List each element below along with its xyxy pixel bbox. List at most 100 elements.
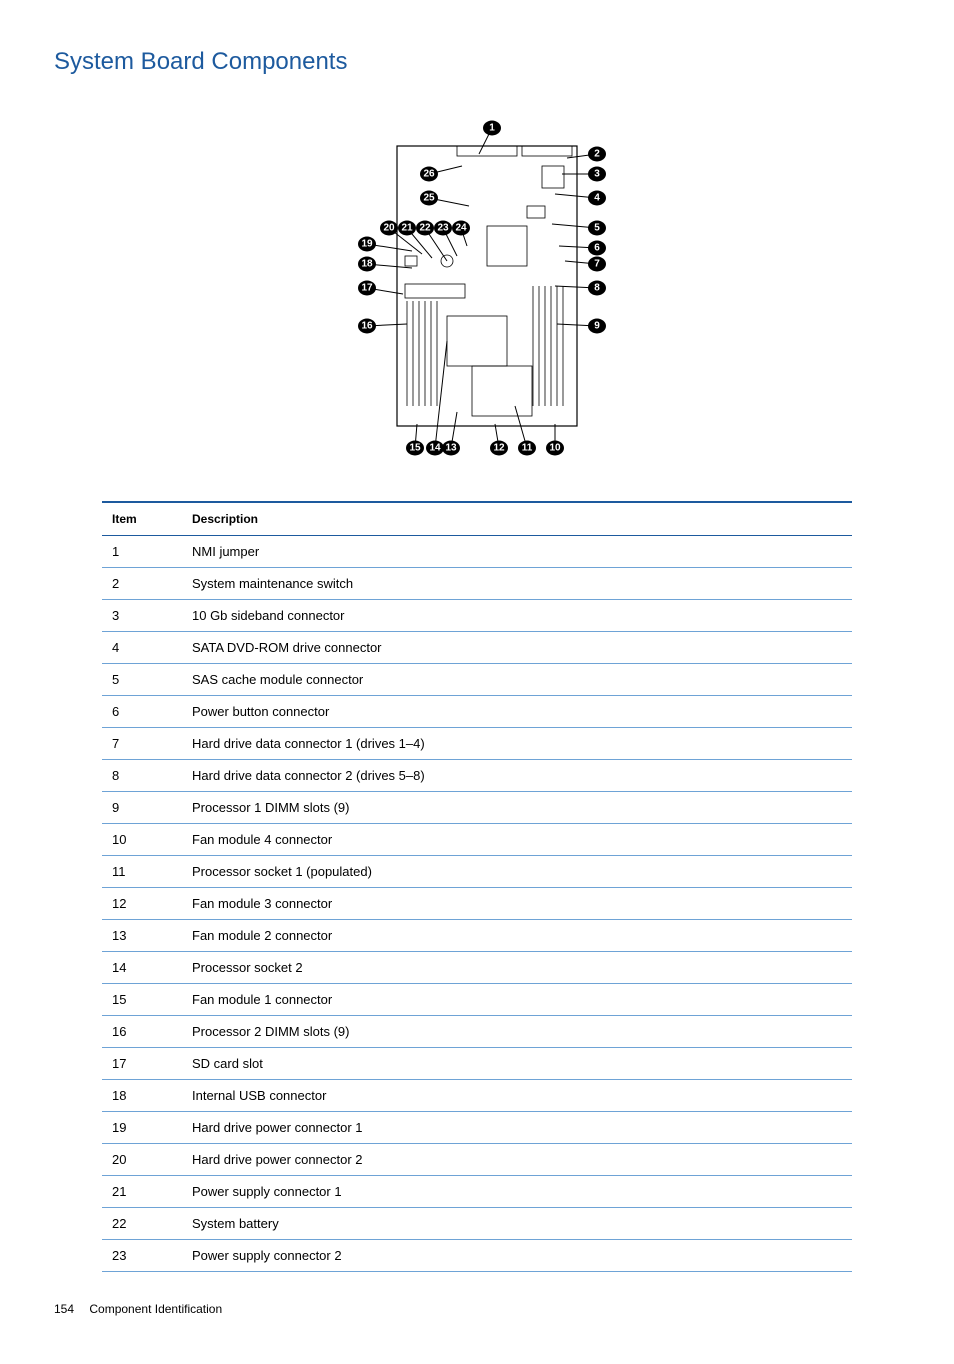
svg-text:25: 25 <box>423 193 435 204</box>
svg-text:2: 2 <box>594 149 600 160</box>
svg-text:11: 11 <box>522 443 533 454</box>
cell-item: 7 <box>102 728 182 760</box>
svg-text:1: 1 <box>489 123 495 134</box>
cell-description: Processor socket 2 <box>182 952 852 984</box>
components-table: Item Description 1NMI jumper2System main… <box>102 501 852 1272</box>
svg-text:9: 9 <box>594 321 600 332</box>
cell-description: SAS cache module connector <box>182 664 852 696</box>
cell-description: Hard drive data connector 1 (drives 1–4) <box>182 728 852 760</box>
svg-text:23: 23 <box>437 223 449 234</box>
cell-item: 6 <box>102 696 182 728</box>
cell-description: NMI jumper <box>182 536 852 568</box>
table-row: 18Internal USB connector <box>102 1080 852 1112</box>
svg-text:12: 12 <box>493 443 505 454</box>
cell-item: 21 <box>102 1176 182 1208</box>
table-row: 15Fan module 1 connector <box>102 984 852 1016</box>
cell-description: Processor socket 1 (populated) <box>182 856 852 888</box>
cell-description: SD card slot <box>182 1048 852 1080</box>
page-footer: 154 Component Identification <box>54 1302 900 1316</box>
cell-description: Hard drive power connector 1 <box>182 1112 852 1144</box>
table-row: 12Fan module 3 connector <box>102 888 852 920</box>
col-description: Description <box>182 502 852 536</box>
table-row: 5SAS cache module connector <box>102 664 852 696</box>
cell-item: 10 <box>102 824 182 856</box>
table-row: 20Hard drive power connector 2 <box>102 1144 852 1176</box>
cell-item: 15 <box>102 984 182 1016</box>
svg-text:6: 6 <box>594 243 600 254</box>
svg-text:22: 22 <box>419 223 431 234</box>
cell-description: Power supply connector 2 <box>182 1240 852 1272</box>
cell-item: 8 <box>102 760 182 792</box>
cell-item: 23 <box>102 1240 182 1272</box>
cell-item: 13 <box>102 920 182 952</box>
svg-text:14: 14 <box>429 443 441 454</box>
table-row: 11Processor socket 1 (populated) <box>102 856 852 888</box>
page-number: 154 <box>54 1302 74 1316</box>
table-row: 16Processor 2 DIMM slots (9) <box>102 1016 852 1048</box>
table-row: 19Hard drive power connector 1 <box>102 1112 852 1144</box>
table-row: 7Hard drive data connector 1 (drives 1–4… <box>102 728 852 760</box>
table-row: 4SATA DVD-ROM drive connector <box>102 632 852 664</box>
cell-item: 17 <box>102 1048 182 1080</box>
svg-text:18: 18 <box>361 259 373 270</box>
table-row: 310 Gb sideband connector <box>102 600 852 632</box>
svg-text:5: 5 <box>594 223 600 234</box>
svg-text:21: 21 <box>401 223 413 234</box>
svg-text:17: 17 <box>361 283 373 294</box>
cell-item: 20 <box>102 1144 182 1176</box>
cell-item: 22 <box>102 1208 182 1240</box>
table-row: 13Fan module 2 connector <box>102 920 852 952</box>
cell-item: 2 <box>102 568 182 600</box>
table-row: 6Power button connector <box>102 696 852 728</box>
cell-description: System maintenance switch <box>182 568 852 600</box>
system-board-svg: 1234567891011121314151617181920212223242… <box>297 106 657 466</box>
cell-description: System battery <box>182 1208 852 1240</box>
svg-text:4: 4 <box>594 193 600 204</box>
svg-text:24: 24 <box>455 223 467 234</box>
svg-text:3: 3 <box>594 169 600 180</box>
cell-item: 9 <box>102 792 182 824</box>
svg-text:16: 16 <box>361 321 373 332</box>
table-row: 14Processor socket 2 <box>102 952 852 984</box>
cell-description: Hard drive power connector 2 <box>182 1144 852 1176</box>
cell-item: 19 <box>102 1112 182 1144</box>
cell-description: Processor 2 DIMM slots (9) <box>182 1016 852 1048</box>
svg-text:26: 26 <box>423 169 435 180</box>
cell-item: 5 <box>102 664 182 696</box>
cell-item: 16 <box>102 1016 182 1048</box>
table-row: 21Power supply connector 1 <box>102 1176 852 1208</box>
cell-item: 3 <box>102 600 182 632</box>
table-row: 2System maintenance switch <box>102 568 852 600</box>
page-title: System Board Components <box>54 48 900 76</box>
cell-description: SATA DVD-ROM drive connector <box>182 632 852 664</box>
cell-item: 1 <box>102 536 182 568</box>
table-row: 22System battery <box>102 1208 852 1240</box>
svg-text:13: 13 <box>445 443 457 454</box>
cell-description: Power button connector <box>182 696 852 728</box>
table-row: 23Power supply connector 2 <box>102 1240 852 1272</box>
cell-description: Fan module 3 connector <box>182 888 852 920</box>
board-diagram: 1234567891011121314151617181920212223242… <box>54 106 900 471</box>
svg-text:15: 15 <box>409 443 421 454</box>
cell-item: 4 <box>102 632 182 664</box>
svg-text:10: 10 <box>549 443 561 454</box>
cell-description: Fan module 4 connector <box>182 824 852 856</box>
table-row: 17SD card slot <box>102 1048 852 1080</box>
cell-description: 10 Gb sideband connector <box>182 600 852 632</box>
cell-description: Power supply connector 1 <box>182 1176 852 1208</box>
svg-text:19: 19 <box>361 239 373 250</box>
cell-description: Processor 1 DIMM slots (9) <box>182 792 852 824</box>
table-row: 8Hard drive data connector 2 (drives 5–8… <box>102 760 852 792</box>
cell-item: 12 <box>102 888 182 920</box>
cell-description: Internal USB connector <box>182 1080 852 1112</box>
table-row: 10Fan module 4 connector <box>102 824 852 856</box>
col-item: Item <box>102 502 182 536</box>
svg-text:20: 20 <box>383 223 395 234</box>
svg-text:7: 7 <box>594 259 600 270</box>
table-row: 1NMI jumper <box>102 536 852 568</box>
svg-text:8: 8 <box>594 283 600 294</box>
cell-description: Fan module 1 connector <box>182 984 852 1016</box>
cell-item: 18 <box>102 1080 182 1112</box>
cell-item: 11 <box>102 856 182 888</box>
section-name: Component Identification <box>89 1302 222 1316</box>
